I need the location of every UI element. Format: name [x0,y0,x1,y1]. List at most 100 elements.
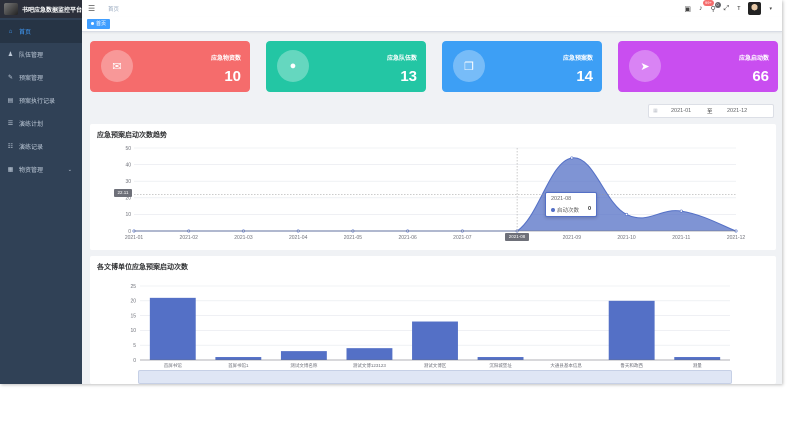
tooltip-series-name: 启动次数 [557,208,580,214]
user-icon: ● [277,50,309,82]
chevron-down-icon: ⌄ [67,166,72,173]
bar [280,351,327,360]
drill-record-icon: ☷ [7,144,14,150]
trend-y-tick-label: 0 [128,229,131,235]
fullscreen-icon[interactable]: ⤢ [723,4,730,12]
stat-card-0[interactable]: ✉ 应急物资数 10 [90,41,250,92]
tag-home[interactable]: 首页 [87,19,111,29]
bar [149,297,196,360]
trend-x-tick-label: 2021-01 [125,235,144,241]
bar [412,321,458,360]
notify-badge: 0 [714,1,721,8]
bar-x-tick-label: 首屏书馆1 [228,362,249,369]
stat-label: 应急队伍数 [386,56,417,62]
avatar[interactable] [748,2,762,15]
sidebar-item-label: 队伍管理 [19,53,44,59]
sidebar-item-label: 物资管理 [19,168,44,174]
chevron-down-icon[interactable]: ▾ [769,5,772,12]
bar-x-tick-label: 测试文博区 [424,362,447,369]
date-range-picker[interactable]: ▦ 2021-01 至 2021-12 [648,104,774,118]
hamburger-icon[interactable]: ☰ [88,4,96,13]
home-icon: ⌂ [8,28,13,35]
bar-x-tick-label: 大通县基本信息 [550,362,582,369]
app-root: 书吧应急数据监控平台 ⌂ 首页 ♟ 队伍管理 ✎ 预案管理 ▤ 预案执行记录 ☰ 演练计划 ☷ 演练记… [0,0,782,384]
bar-x-tick-label: 测试文博123123 [353,362,387,369]
sidebar-item-label: 预案执行记录 [19,99,56,105]
sidebar-item-5[interactable]: ☷ 演练记录 [0,135,82,158]
bar [674,357,721,360]
bar-x-tick-label: 沉阳城堡址 [489,362,512,369]
bar-y-tick-label: 5 [133,343,136,349]
navbar-right: ▣ ♪ 99+ ⚲ 0 ⤢ т ▾ [684,0,772,17]
trend-x-tick-label: 2021-03 [234,235,253,241]
tags-view: 首页 [82,17,782,32]
stat-value: 10 [224,68,241,85]
stat-card-3[interactable]: ➤ 应急启动数 66 [618,41,778,92]
tooltip-value: 0 [587,206,591,212]
bar-x-tick-label: 首屏书馆 [164,362,182,369]
drill-plan-icon: ☰ [7,121,14,127]
bar [477,357,524,360]
team-icon: ♟ [7,52,14,58]
bar [608,300,655,360]
calendar-icon: ▦ [653,108,658,114]
trend-x-tick-label: 2021-12 [727,235,746,241]
axis-pointer-y-label: 22.11 [114,189,132,197]
font-size-icon[interactable]: т [737,5,741,12]
data-zoom-slider[interactable] [138,370,732,384]
bar-panel: 各文博单位应急预案启动次数 [90,256,776,384]
send-icon: ➤ [629,50,661,82]
trend-y-tick-label: 50 [125,146,131,152]
bar-y-tick-label: 15 [130,313,136,319]
message-button[interactable]: ♪ 99+ [699,0,714,12]
bar [346,348,393,360]
sidebar-item-3[interactable]: ▤ 预案执行记录 [0,89,82,112]
axis-pointer-x-label: 2021-08 [505,233,529,241]
inbox-icon: ✉ [101,50,133,82]
app-title: 书吧应急数据监控平台 [21,7,82,14]
sidebar-item-0[interactable]: ⌂ 首页 [0,20,82,43]
stat-value: 14 [576,68,593,85]
document-icon: ❐ [453,50,485,82]
stat-label: 应急启动数 [738,56,769,62]
sidebar-item-label: 演练记录 [19,145,44,151]
bar-x-tick-label: 测量 [693,362,702,369]
sidebar-item-6[interactable]: ▦ 物资管理 ⌄ [0,158,82,181]
notify-button[interactable]: ⚲ 0 [710,1,721,13]
bell-icon: ♪ [699,5,703,12]
logo[interactable]: 书吧应急数据监控平台 [0,0,82,18]
date-separator: 至 [707,109,713,115]
logo-image [4,3,18,15]
sidebar-item-1[interactable]: ♟ 队伍管理 [0,43,82,66]
screen-icon[interactable]: ▣ [684,5,692,13]
bar-y-tick-label: 10 [130,328,136,334]
sidebar-item-4[interactable]: ☰ 演练计划 [0,112,82,135]
sidebar-item-label: 首页 [19,30,32,36]
sidebar-item-2[interactable]: ✎ 预案管理 [0,66,82,89]
trend-y-tick-label: 30 [125,179,131,185]
trend-x-tick-label: 2021-05 [344,235,363,241]
trend-title: 应急预案启动次数趋势 [97,132,167,139]
stat-card-1[interactable]: ● 应急队伍数 13 [266,41,426,92]
date-end[interactable]: 2021-12 [727,108,748,114]
sidebar: 书吧应急数据监控平台 ⌂ 首页 ♟ 队伍管理 ✎ 预案管理 ▤ 预案执行记录 ☰ 演练计划 ☷ 演练记… [0,0,82,384]
sidebar-item-label: 预案管理 [19,76,44,82]
trend-x-tick-label: 2021-11 [672,235,690,241]
trend-y-tick-label: 10 [125,212,131,218]
search-icon: ⚲ [710,5,716,13]
stat-card-2[interactable]: ❐ 应急预案数 14 [442,41,602,92]
stat-value: 66 [752,68,769,85]
tooltip-title: 2021-08 [551,196,572,202]
bar-y-tick-label: 0 [133,358,136,364]
trend-y-tick-label: 40 [125,162,131,168]
breadcrumb[interactable]: 首页 [108,6,120,13]
bar-y-tick-label: 20 [130,299,136,305]
trend-point [625,212,629,216]
trend-x-tick-label: 2021-10 [617,235,636,241]
stat-label: 应急预案数 [562,56,593,62]
tooltip-row: 启动次数 [551,206,579,214]
trend-x-tick-label: 2021-09 [563,235,582,241]
date-start[interactable]: 2021-01 [671,108,692,114]
bar-x-tick-label: 鲁天和政西 [620,362,643,369]
